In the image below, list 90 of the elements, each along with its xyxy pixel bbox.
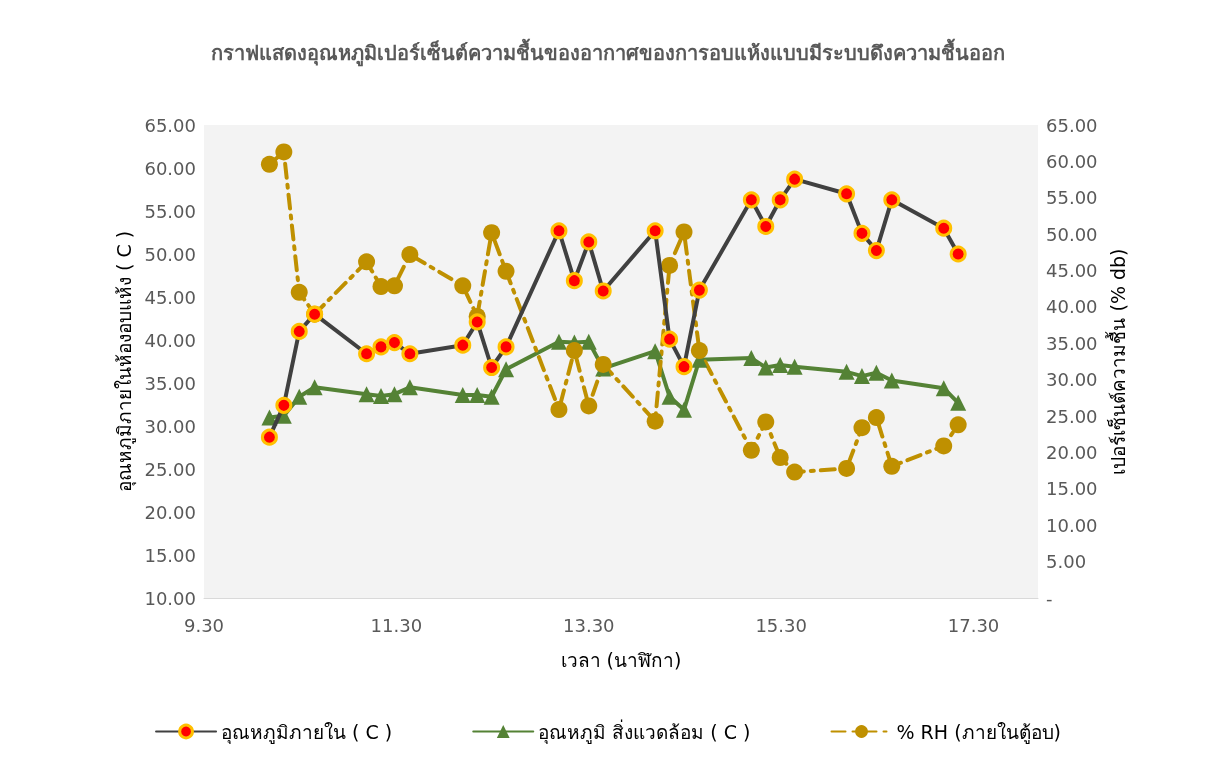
point (853, 368, 870, 385)
point (646, 412, 664, 430)
point (838, 363, 855, 380)
point (498, 361, 515, 378)
point (883, 372, 900, 389)
x-tick-label: 15.30 (755, 614, 807, 636)
y2-tick-label: 60.00 (1046, 150, 1098, 172)
point (550, 401, 568, 419)
point (742, 441, 760, 459)
point (743, 350, 760, 367)
y-tick-label: 15.00 (144, 544, 196, 566)
point (883, 457, 901, 475)
point (935, 380, 952, 397)
point (454, 387, 471, 404)
point (580, 333, 597, 350)
y2-tick-label: 5.00 (1046, 551, 1087, 573)
point (786, 463, 804, 481)
x-tick-label: 9.30 (183, 614, 225, 636)
point (469, 387, 486, 404)
point (757, 413, 775, 431)
y2-tick-label: 30.00 (1046, 369, 1098, 391)
y2-tick-label: 10.00 (1046, 514, 1098, 536)
point (358, 253, 376, 271)
y2-tick-label: 20.00 (1046, 441, 1098, 463)
point (661, 256, 679, 274)
legend-label: อุณหภูมิ สิ่งแวดล้อม ( C ) (538, 718, 751, 745)
y2-tick-label: 25.00 (1046, 405, 1098, 427)
point (550, 333, 567, 350)
y-tick-label: 55.00 (144, 200, 196, 222)
y2-tick-label: 45.00 (1046, 260, 1098, 282)
point (867, 409, 885, 427)
y-tick-label: 65.00 (144, 114, 196, 136)
point (772, 356, 789, 373)
point (306, 379, 323, 396)
legend-label: อุณหภูมิภายใน ( C ) (221, 720, 393, 745)
point (483, 224, 501, 242)
legend-label: % RH (ภายในตู้อบ) (896, 720, 1061, 744)
y2-tick-label: 15.00 (1046, 478, 1098, 500)
point (690, 342, 708, 360)
y2-tick-label: 65.00 (1046, 114, 1098, 136)
point (385, 277, 403, 295)
point (950, 394, 967, 411)
point (483, 388, 500, 405)
point (594, 355, 612, 373)
x-tick-label: 13.30 (563, 614, 615, 636)
x-tick-label: 11.30 (370, 614, 423, 636)
point (675, 223, 693, 241)
point (853, 419, 871, 437)
point (275, 143, 293, 161)
point (386, 386, 403, 403)
y-axis-title: อุณหภูมิภายในห้องอบแห้ง ( C ) (113, 230, 138, 493)
point (290, 283, 308, 301)
x-tick-label: 17.30 (947, 614, 1000, 636)
point (291, 388, 308, 405)
point (454, 277, 472, 295)
y2-tick-label: 40.00 (1046, 296, 1098, 318)
y-tick-label: 35.00 (144, 372, 196, 394)
point (935, 437, 953, 455)
point (868, 364, 885, 381)
point (949, 416, 967, 434)
y2-tick-label: 55.00 (1046, 187, 1098, 209)
point (771, 449, 789, 467)
y-tick-label: 60.00 (144, 157, 196, 179)
y-tick-label: 10.00 (144, 587, 196, 609)
point (260, 155, 278, 173)
y-tick-label: 50.00 (144, 243, 196, 265)
y2-axis-title: เปอร์เซ็นต์ความชื้น (% db) (1104, 248, 1129, 475)
point (647, 343, 664, 360)
point (565, 342, 583, 360)
y-tick-label: 30.00 (144, 415, 196, 437)
point (676, 401, 693, 418)
point (401, 246, 419, 264)
point (358, 386, 375, 403)
point (401, 379, 418, 396)
y-tick-label: 45.00 (144, 286, 196, 308)
y2-tick-label: 35.00 (1046, 332, 1098, 354)
y-tick-label: 40.00 (144, 329, 196, 351)
x-axis-title: เวลา (นาฬิกา) (560, 648, 682, 671)
y-tick-label: 20.00 (144, 501, 196, 523)
point (497, 262, 515, 280)
point (661, 388, 678, 405)
point (838, 459, 856, 477)
point (373, 387, 389, 404)
chart-title: กราฟแสดงอุณหภูมิเปอร์เซ็นต์ความชื้นของอากาศของการอบแห้งแบบมีระบบดึงความชื้นออก (211, 38, 1005, 67)
point (580, 397, 598, 415)
point (786, 358, 803, 375)
y2-tick-label: - (1046, 587, 1053, 609)
point (757, 359, 774, 376)
y-tick-label: 25.00 (144, 458, 196, 480)
y2-tick-label: 50.00 (1046, 223, 1098, 245)
